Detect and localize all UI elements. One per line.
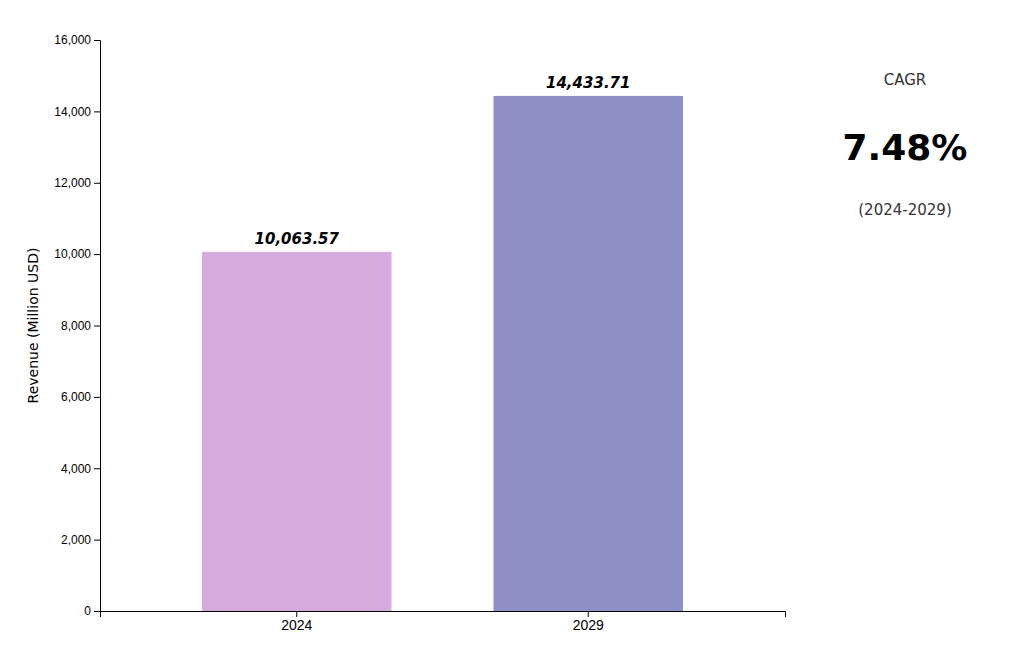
- y-axis-line: [94, 41, 101, 612]
- y-tick-mark: [94, 540, 100, 541]
- y-tick-label: 8,000: [61, 319, 91, 333]
- annotation: (2024-2029): [858, 201, 951, 219]
- annotation: 7.48%: [843, 127, 968, 168]
- y-tick-mark: [94, 468, 100, 469]
- y-tick-mark: [94, 183, 100, 184]
- y-axis: 0 2,000 4,000 6,000 8,000 10,000 12,000 14,000 1…: [54, 33, 100, 618]
- annotations: CAGR 7.48% (2024-2029): [843, 71, 968, 219]
- y-tick-mark: [94, 611, 100, 612]
- y-tick: 2,000: [61, 533, 100, 547]
- y-tick: 14,000: [54, 105, 100, 119]
- y-tick-mark: [94, 326, 100, 327]
- bar: [202, 252, 391, 611]
- y-axis-title: Revenue (Million USD): [25, 248, 41, 404]
- y-tick-mark: [94, 254, 100, 255]
- bars: [202, 96, 683, 611]
- x-axis: 2024 2029: [101, 611, 786, 633]
- plot: 0 2,000 4,000 6,000 8,000 10,000 12,000 14,000 1…: [54, 33, 785, 633]
- y-tick: 10,000: [54, 247, 100, 261]
- x-tick-label: 2024: [281, 617, 312, 633]
- y-tick: 4,000: [61, 462, 100, 476]
- y-tick-mark: [94, 397, 100, 398]
- y-tick: 12,000: [54, 176, 100, 190]
- y-tick-label: 16,000: [54, 33, 91, 47]
- x-tick: 2029: [573, 611, 604, 633]
- data-label: 10,063.57: [255, 230, 340, 248]
- data-labels: 10,063.57 14,433.71: [255, 74, 631, 248]
- y-tick-label: 4,000: [61, 462, 91, 476]
- y-tick-label: 2,000: [61, 533, 91, 547]
- bar: [494, 96, 683, 611]
- data-label: 14,433.71: [546, 74, 630, 92]
- y-tick-mark: [94, 40, 100, 41]
- y-tick: 0: [84, 604, 100, 618]
- annotation: CAGR: [884, 71, 927, 89]
- y-tick: 16,000: [54, 33, 100, 47]
- y-tick-label: 0: [84, 604, 91, 618]
- chart: 0 2,000 4,000 6,000 8,000 10,000 12,000 14,000 1…: [0, 0, 1025, 671]
- y-tick-label: 10,000: [54, 247, 91, 261]
- y-tick-mark: [94, 111, 100, 112]
- y-tick-label: 12,000: [54, 176, 91, 190]
- x-tick: 2024: [281, 611, 312, 633]
- y-tick-label: 6,000: [61, 390, 91, 404]
- y-tick-label: 14,000: [54, 105, 91, 119]
- y-tick: 6,000: [61, 390, 100, 404]
- y-tick: 8,000: [61, 319, 100, 333]
- x-tick-label: 2029: [573, 617, 604, 633]
- x-axis-line: [101, 612, 786, 618]
